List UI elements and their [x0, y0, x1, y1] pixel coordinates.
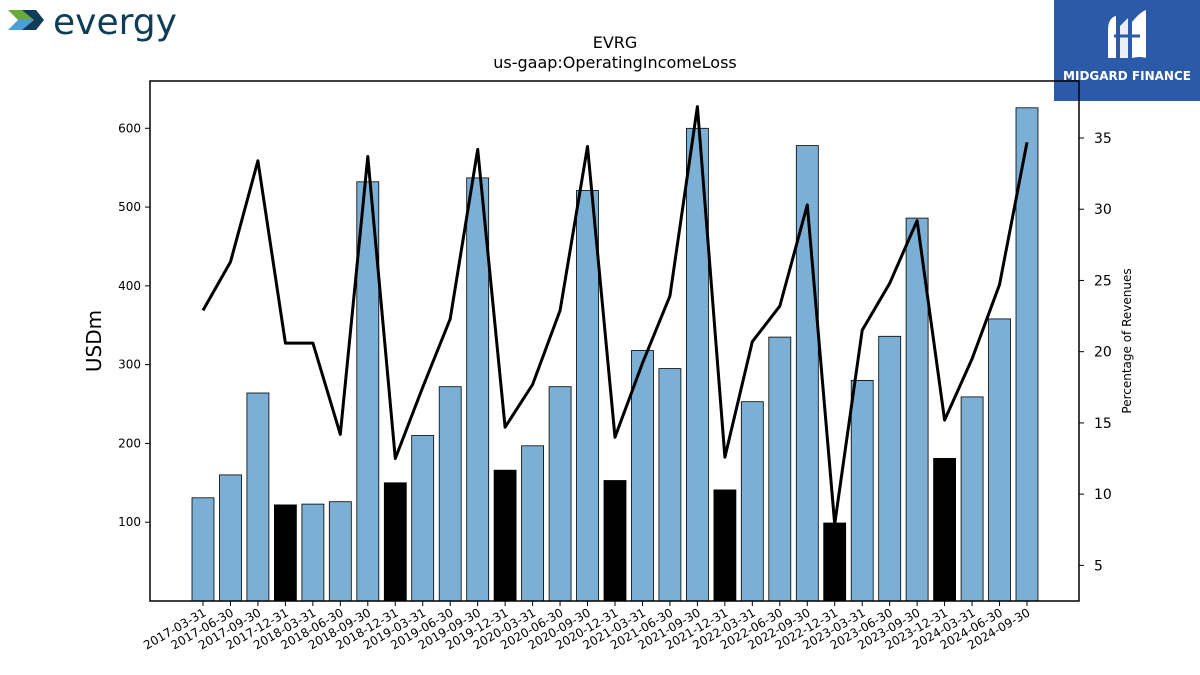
bar-series: [191, 107, 1039, 602]
y-tick-label: 600: [118, 121, 141, 135]
bar-2023-12-31: [933, 457, 956, 602]
bar-2018-03-31: [301, 503, 325, 602]
bar-2024-06-30: [988, 318, 1011, 602]
bar-2020-09-30: [576, 190, 599, 602]
bar-2022-06-30: [768, 336, 792, 602]
line-series: [201, 105, 1029, 526]
bar-2021-12-31: [713, 489, 737, 602]
bar-2017-03-31: [191, 497, 215, 602]
y2-tick-label: 15: [1094, 416, 1112, 432]
bar-2022-12-31: [823, 522, 847, 602]
bar-2020-12-31: [603, 480, 627, 602]
y2-tick-label: 20: [1094, 345, 1112, 361]
y-tick-label: 300: [118, 358, 141, 372]
bar-2019-06-30: [438, 386, 462, 602]
y-tick-label: 500: [118, 200, 141, 214]
y-axis-label: USDm: [82, 310, 106, 372]
chart-subtitle: us-gaap:OperatingIncomeLoss: [493, 53, 737, 72]
bar-2020-03-31: [521, 445, 544, 602]
y2-tick-label: 35: [1094, 131, 1112, 147]
bar-2022-03-31: [740, 401, 764, 602]
midgard-finance-label: MIDGARD FINANCE: [1063, 69, 1191, 83]
y2-tick-label: 10: [1094, 487, 1112, 503]
bar-2018-06-30: [328, 501, 352, 602]
midgard-finance-badge: MIDGARD FINANCE: [1054, 0, 1200, 101]
y2-tick-label: 25: [1094, 273, 1112, 289]
evergy-logo-text: evergy: [53, 2, 177, 43]
y-tick-label: 400: [118, 279, 141, 293]
bar-2017-06-30: [219, 474, 242, 602]
bar-2021-06-30: [658, 368, 682, 602]
y2-tick-label: 5: [1094, 558, 1103, 574]
bar-2017-09-30: [246, 392, 270, 602]
right-axis: 5 10 15 20 25 30 35: [1079, 131, 1112, 574]
left-axis: 100 200 300 400 500 600: [118, 121, 150, 529]
bar-2023-03-31: [850, 379, 874, 602]
bar-2017-12-31: [273, 504, 297, 602]
evergy-logo: evergy: [6, 2, 186, 44]
percentage-line: [201, 105, 1029, 526]
chart-title: EVRG: [593, 33, 638, 52]
y-tick-label: 200: [118, 436, 141, 450]
bar-2018-12-31: [383, 482, 407, 602]
y2-axis-label: Percentage of Revenues: [1120, 268, 1134, 413]
evergy-chevron-icon: [8, 10, 44, 30]
bar-2019-12-31: [493, 469, 517, 602]
bar-2024-03-31: [960, 396, 984, 602]
bar-2020-06-30: [548, 386, 572, 602]
bar-2019-03-31: [411, 435, 435, 602]
bar-2023-06-30: [878, 335, 902, 602]
y-tick-label: 100: [118, 515, 141, 529]
midgard-logo-icon: [1108, 10, 1146, 58]
x-axis: 2017-03-312017-06-302017-09-302017-12-31…: [141, 601, 1033, 652]
y2-tick-label: 30: [1094, 202, 1112, 218]
